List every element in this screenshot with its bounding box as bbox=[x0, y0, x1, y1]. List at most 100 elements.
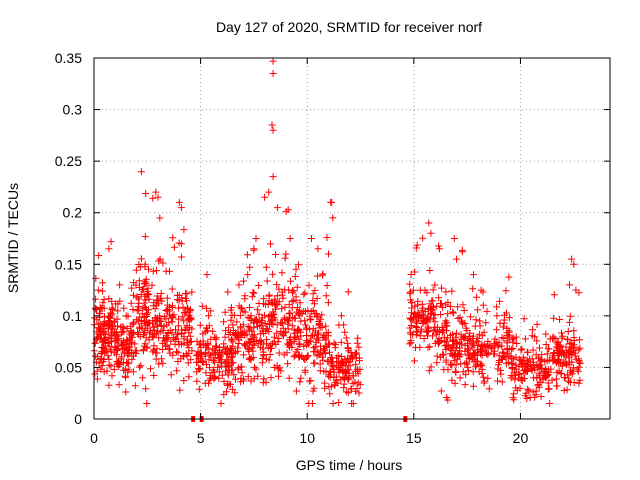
data-point bbox=[498, 342, 506, 350]
data-point bbox=[203, 271, 211, 279]
data-point bbox=[575, 379, 583, 387]
data-point bbox=[250, 289, 258, 297]
data-point bbox=[423, 328, 431, 336]
data-point bbox=[432, 330, 440, 338]
y-tick-label: 0.1 bbox=[63, 308, 83, 324]
data-point bbox=[433, 359, 441, 367]
data-point bbox=[198, 302, 206, 310]
data-point bbox=[145, 295, 153, 303]
data-point bbox=[258, 314, 266, 322]
data-point bbox=[477, 286, 485, 294]
data-point bbox=[458, 317, 465, 325]
data-point bbox=[324, 299, 332, 307]
data-point bbox=[153, 321, 161, 329]
data-point bbox=[259, 348, 267, 356]
data-point bbox=[413, 319, 421, 327]
data-point bbox=[420, 312, 427, 320]
data-point bbox=[337, 338, 345, 346]
data-point bbox=[513, 340, 521, 347]
data-point bbox=[576, 360, 584, 367]
data-point bbox=[444, 310, 452, 318]
data-point bbox=[211, 374, 219, 381]
data-point bbox=[460, 307, 468, 314]
data-point bbox=[149, 348, 157, 356]
data-point bbox=[269, 270, 277, 278]
data-point bbox=[273, 292, 281, 300]
data-point bbox=[549, 333, 557, 341]
data-point bbox=[292, 334, 300, 342]
data-point bbox=[543, 372, 551, 379]
data-point bbox=[560, 349, 567, 357]
data-point bbox=[224, 362, 232, 370]
data-point bbox=[493, 326, 501, 334]
data-point bbox=[156, 255, 164, 263]
data-point bbox=[312, 338, 320, 346]
data-point bbox=[443, 394, 451, 401]
data-point bbox=[279, 324, 287, 332]
data-point bbox=[496, 297, 504, 305]
data-point bbox=[296, 309, 304, 317]
data-point bbox=[547, 365, 555, 373]
data-point bbox=[435, 294, 443, 302]
data-point bbox=[321, 379, 329, 387]
data-point bbox=[108, 338, 115, 346]
data-point bbox=[101, 313, 108, 321]
x-tick-label: 0 bbox=[90, 430, 98, 446]
data-point bbox=[279, 332, 287, 340]
data-point bbox=[446, 345, 454, 352]
data-point bbox=[428, 306, 436, 314]
data-point bbox=[280, 351, 288, 359]
data-point bbox=[224, 369, 232, 377]
data-point bbox=[230, 311, 238, 319]
data-point bbox=[173, 367, 181, 375]
data-point bbox=[550, 291, 558, 299]
data-point bbox=[437, 387, 445, 395]
x-tick-label: 5 bbox=[197, 430, 205, 446]
data-point bbox=[229, 359, 237, 367]
data-point bbox=[168, 285, 176, 293]
data-point bbox=[141, 260, 149, 268]
data-point bbox=[407, 315, 414, 323]
data-point bbox=[476, 317, 484, 325]
data-point bbox=[107, 348, 115, 356]
data-point bbox=[188, 288, 196, 296]
data-point bbox=[211, 333, 219, 341]
data-point bbox=[325, 371, 333, 379]
data-point bbox=[226, 346, 234, 354]
data-point bbox=[94, 286, 102, 294]
data-point bbox=[119, 337, 127, 345]
data-point bbox=[241, 308, 249, 316]
data-point bbox=[473, 293, 481, 301]
data-point bbox=[273, 321, 281, 329]
data-point bbox=[424, 343, 432, 351]
data-point bbox=[295, 335, 303, 343]
data-point bbox=[342, 334, 350, 342]
data-point bbox=[100, 368, 108, 376]
data-point bbox=[457, 360, 465, 368]
data-point bbox=[309, 387, 317, 395]
data-point bbox=[162, 307, 170, 314]
data-point bbox=[124, 368, 132, 376]
data-point bbox=[437, 311, 445, 318]
data-point bbox=[259, 355, 267, 362]
data-point bbox=[480, 377, 488, 385]
data-point bbox=[206, 350, 214, 358]
data-point bbox=[307, 332, 315, 340]
data-point bbox=[284, 325, 292, 333]
data-point bbox=[316, 360, 324, 368]
data-point bbox=[274, 338, 282, 346]
data-point bbox=[154, 193, 162, 201]
data-point bbox=[507, 372, 515, 379]
data-point bbox=[437, 300, 445, 307]
data-point bbox=[311, 286, 319, 294]
data-point bbox=[215, 368, 223, 376]
data-point bbox=[421, 286, 429, 294]
data-point bbox=[255, 300, 263, 307]
data-point bbox=[493, 312, 501, 320]
data-point bbox=[184, 315, 192, 323]
data-point bbox=[490, 350, 498, 358]
data-point bbox=[407, 328, 415, 336]
data-point bbox=[477, 360, 485, 368]
data-point bbox=[266, 351, 274, 358]
data-point bbox=[257, 330, 265, 338]
